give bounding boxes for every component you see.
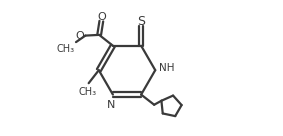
Text: N: N <box>107 100 116 110</box>
Text: O: O <box>97 12 106 22</box>
Text: NH: NH <box>159 63 174 73</box>
Text: CH₃: CH₃ <box>79 87 97 97</box>
Text: S: S <box>137 15 145 28</box>
Text: CH₃: CH₃ <box>57 44 75 54</box>
Text: O: O <box>75 31 84 41</box>
